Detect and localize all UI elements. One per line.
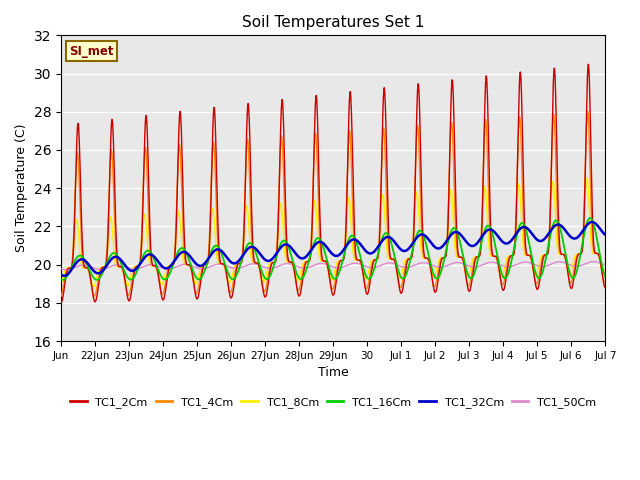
Y-axis label: Soil Temperature (C): Soil Temperature (C) bbox=[15, 124, 28, 252]
Title: Soil Temperatures Set 1: Soil Temperatures Set 1 bbox=[242, 15, 424, 30]
X-axis label: Time: Time bbox=[318, 366, 349, 379]
Text: SI_met: SI_met bbox=[69, 45, 114, 58]
Legend: TC1_2Cm, TC1_4Cm, TC1_8Cm, TC1_16Cm, TC1_32Cm, TC1_50Cm: TC1_2Cm, TC1_4Cm, TC1_8Cm, TC1_16Cm, TC1… bbox=[65, 393, 601, 412]
